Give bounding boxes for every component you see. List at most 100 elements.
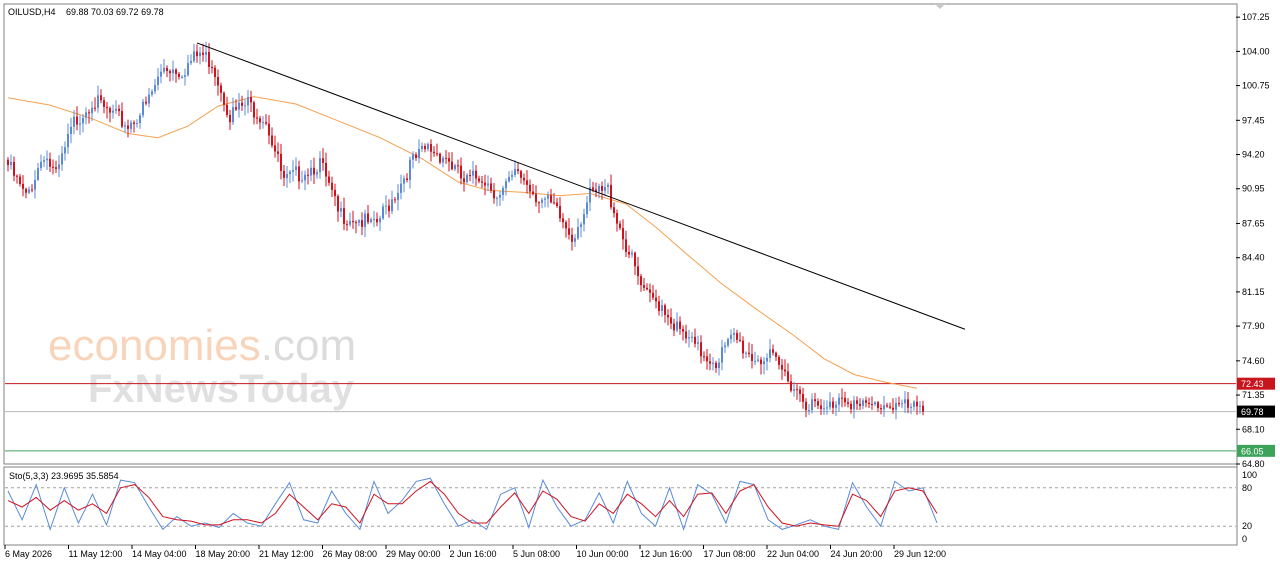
candle-body xyxy=(565,222,567,229)
candle-body xyxy=(127,125,129,129)
candle-body xyxy=(184,75,186,77)
stochastic-title: Sto(5,3,3) 23.9695 35.5854 xyxy=(9,471,119,481)
candle-body xyxy=(88,112,90,114)
candle-body xyxy=(481,181,483,183)
candle-body xyxy=(658,301,660,311)
candle-body xyxy=(490,183,492,191)
candle-body xyxy=(874,402,876,405)
candle-body xyxy=(460,165,462,179)
candle-body xyxy=(250,97,252,103)
candle-body xyxy=(880,408,882,410)
candle-body xyxy=(811,399,813,411)
candle-body xyxy=(37,168,39,180)
candle-body xyxy=(532,191,534,195)
candle-body xyxy=(148,94,150,104)
candle-body xyxy=(301,180,303,182)
candle-body xyxy=(100,95,102,101)
candle-body xyxy=(733,333,735,335)
candle-body xyxy=(433,151,435,154)
candle-body xyxy=(442,157,444,163)
candle-body xyxy=(154,85,156,92)
candle-body xyxy=(895,403,897,410)
candle-body xyxy=(292,170,294,172)
candle-body xyxy=(856,400,858,404)
candle-body xyxy=(622,228,624,240)
y-tick-label: 77.90 xyxy=(1242,321,1265,331)
candle-body xyxy=(730,334,732,340)
candle-body xyxy=(22,183,24,189)
candle-body xyxy=(235,107,237,110)
candle-body xyxy=(601,185,603,191)
candle-body xyxy=(343,208,345,224)
candle-body xyxy=(637,266,639,277)
candle-body xyxy=(157,76,159,86)
candle-body xyxy=(892,407,894,410)
candle-body xyxy=(544,198,546,200)
candle-body xyxy=(910,406,912,408)
candle-body xyxy=(364,213,366,227)
stochastic-main-line xyxy=(7,477,938,532)
candle-body xyxy=(736,333,738,340)
candle-body xyxy=(619,223,621,229)
candle-body xyxy=(595,189,597,192)
candle-body xyxy=(853,400,855,410)
candle-body xyxy=(922,405,924,412)
candle-body xyxy=(94,107,96,109)
candle-body xyxy=(670,317,672,324)
candle-body xyxy=(82,117,84,124)
y-tick-label: 104.00 xyxy=(1242,46,1270,56)
candle-body xyxy=(76,116,78,125)
candle-body xyxy=(787,371,789,382)
y-tick-label: 90.95 xyxy=(1242,184,1265,194)
candle-body xyxy=(628,251,630,255)
chart-header: OILUSD,H4 69.88 70.03 69.72 69.78 xyxy=(8,7,164,17)
candle-body xyxy=(259,118,261,123)
y-tick-label: 94.20 xyxy=(1242,150,1265,160)
candle-body xyxy=(919,405,921,407)
candle-body xyxy=(844,397,846,403)
candle-body xyxy=(451,161,453,170)
candle-body xyxy=(61,153,63,165)
candle-body xyxy=(664,305,666,315)
y-tick-label: 74.60 xyxy=(1242,356,1265,366)
current-price-label: 69.78 xyxy=(1241,407,1264,417)
candle-body xyxy=(91,107,93,114)
candle-body xyxy=(58,164,60,169)
candle-body xyxy=(559,205,561,219)
x-tick-label: 21 May 12:00 xyxy=(259,549,314,559)
candle-body xyxy=(607,184,609,187)
candle-body xyxy=(589,187,591,203)
candle-body xyxy=(562,218,564,223)
candle-body xyxy=(28,189,30,193)
candle-body xyxy=(673,323,675,331)
candle-body xyxy=(538,202,540,204)
candle-body xyxy=(775,352,777,357)
candle-body xyxy=(625,239,627,252)
candle-body xyxy=(655,297,657,302)
candle-body xyxy=(688,337,690,339)
candle-body xyxy=(427,144,429,150)
candle-body xyxy=(202,52,204,55)
ohlc-values: 69.88 70.03 69.72 69.78 xyxy=(66,7,164,17)
candle-body xyxy=(496,197,498,199)
scroll-marker-icon[interactable] xyxy=(935,4,945,9)
candle-body xyxy=(778,356,780,365)
candle-body xyxy=(886,405,888,407)
candle-body xyxy=(109,108,111,113)
symbol-label: OILUSD,H4 xyxy=(8,7,56,17)
candle-body xyxy=(415,154,417,159)
y-tick-label: 81.15 xyxy=(1242,287,1265,297)
candle-body xyxy=(232,107,234,123)
candle-body xyxy=(133,122,135,124)
watermark-economies: economies.com xyxy=(48,321,356,370)
candle-body xyxy=(220,85,222,93)
candle-body xyxy=(883,405,885,410)
candle-body xyxy=(817,401,819,406)
candle-body xyxy=(145,101,147,104)
candle-body xyxy=(466,174,468,183)
candle-body xyxy=(634,252,636,267)
current-price-tag xyxy=(1237,405,1275,418)
candle-body xyxy=(379,218,381,223)
stochastic-y-label: 100 xyxy=(1242,470,1257,480)
candle-body xyxy=(598,185,600,192)
